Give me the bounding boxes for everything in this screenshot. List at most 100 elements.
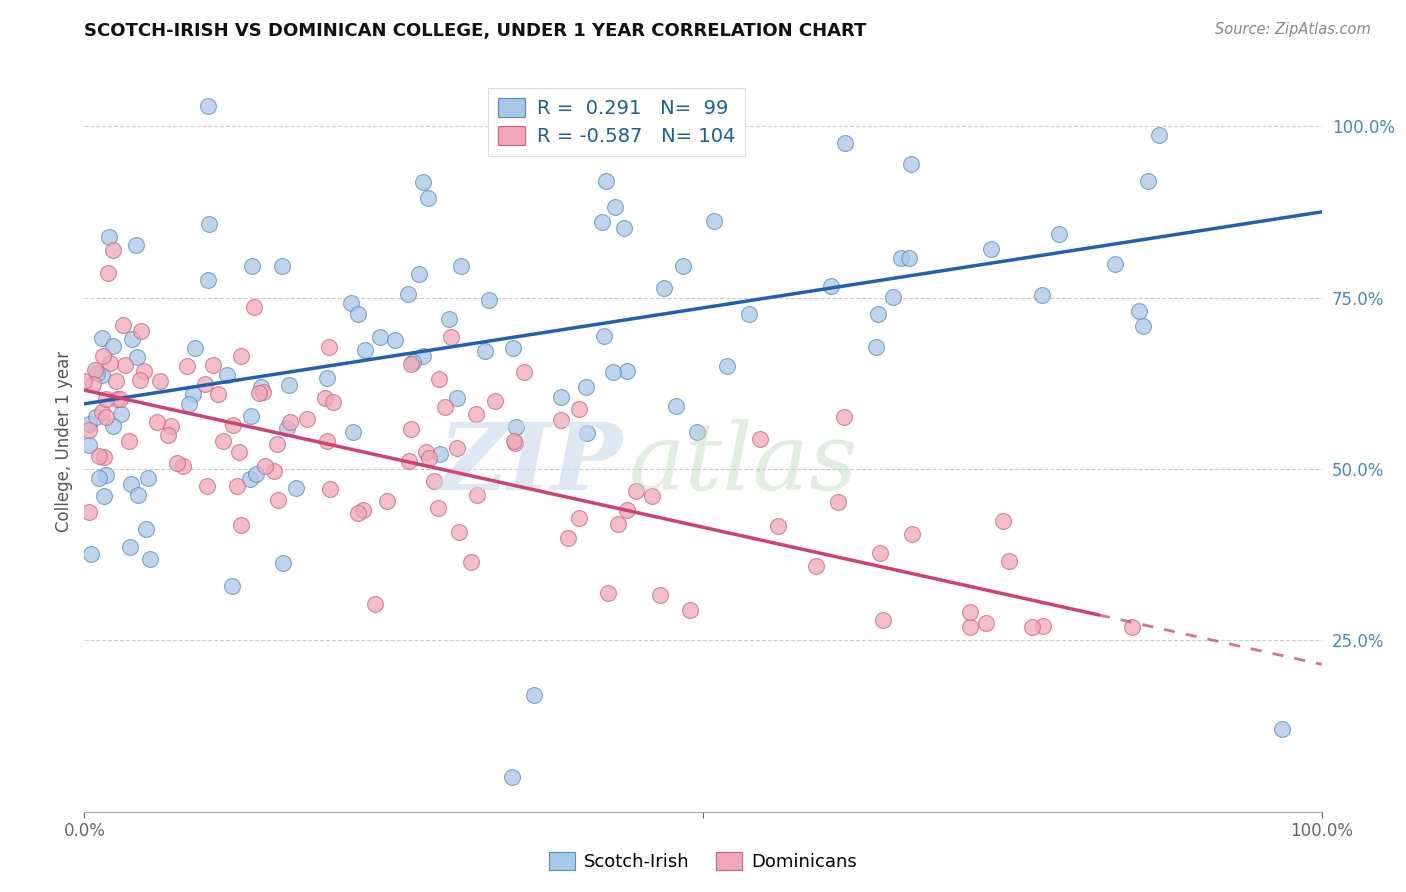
Point <box>240 259 263 273</box>
Point <box>252 385 274 400</box>
Point <box>347 506 370 520</box>
Point <box>550 413 572 427</box>
Point <box>641 489 664 503</box>
Point <box>263 464 285 478</box>
Point <box>465 488 488 502</box>
Point <box>229 517 252 532</box>
Legend: R =  0.291   N=  99, R = -0.587   N= 104: R = 0.291 N= 99, R = -0.587 N= 104 <box>488 88 745 155</box>
Point <box>832 410 855 425</box>
Point <box>243 300 266 314</box>
Point <box>568 402 591 417</box>
Point <box>86 366 108 380</box>
Point <box>648 588 671 602</box>
Point <box>1047 227 1070 242</box>
Point <box>125 238 148 252</box>
Point <box>101 339 124 353</box>
Point <box>576 426 599 441</box>
Point <box>221 579 243 593</box>
Point <box>197 98 219 112</box>
Point <box>592 329 614 343</box>
Point <box>93 450 115 464</box>
Point <box>315 371 337 385</box>
Point <box>596 586 619 600</box>
Point <box>212 434 235 449</box>
Point <box>460 556 482 570</box>
Point <box>176 359 198 374</box>
Point <box>616 503 638 517</box>
Point <box>602 365 624 379</box>
Point <box>396 286 419 301</box>
Point <box>679 603 702 617</box>
Text: Source: ZipAtlas.com: Source: ZipAtlas.com <box>1215 22 1371 37</box>
Point <box>478 293 501 307</box>
Point <box>1271 723 1294 737</box>
Point <box>346 307 368 321</box>
Point <box>139 552 162 566</box>
Point <box>613 221 636 235</box>
Point <box>959 605 981 619</box>
Point <box>87 449 110 463</box>
Point <box>179 397 201 411</box>
Point <box>998 554 1021 568</box>
Point <box>401 355 423 369</box>
Point <box>183 341 205 355</box>
Point <box>319 483 342 497</box>
Point <box>449 525 471 540</box>
Point <box>135 522 157 536</box>
Point <box>412 175 434 189</box>
Point <box>408 267 430 281</box>
Point <box>686 425 709 440</box>
Point <box>340 296 363 310</box>
Point <box>228 445 250 459</box>
Point <box>872 613 894 627</box>
Point <box>278 415 301 429</box>
Point <box>1132 318 1154 333</box>
Point <box>1021 619 1043 633</box>
Point <box>434 400 457 414</box>
Point <box>90 405 112 419</box>
Point <box>157 428 180 442</box>
Point <box>125 351 148 365</box>
Point <box>399 357 422 371</box>
Text: SCOTCH-IRISH VS DOMINICAN COLLEGE, UNDER 1 YEAR CORRELATION CHART: SCOTCH-IRISH VS DOMINICAN COLLEGE, UNDER… <box>84 22 866 40</box>
Point <box>342 425 364 439</box>
Point <box>250 379 273 393</box>
Point <box>484 394 506 409</box>
Point <box>440 330 463 344</box>
Point <box>110 407 132 421</box>
Point <box>101 418 124 433</box>
Point <box>568 511 591 525</box>
Point <box>890 252 912 266</box>
Point <box>217 368 239 382</box>
Point <box>253 458 276 473</box>
Point <box>108 392 131 406</box>
Point <box>314 391 336 405</box>
Point <box>322 395 344 409</box>
Point <box>703 214 725 228</box>
Point <box>446 441 468 455</box>
Point <box>277 378 299 392</box>
Point <box>266 437 288 451</box>
Point <box>98 356 121 370</box>
Point <box>239 409 262 423</box>
Point <box>429 447 451 461</box>
Point <box>401 422 423 436</box>
Point <box>222 417 245 432</box>
Point <box>882 290 904 304</box>
Point <box>624 484 647 499</box>
Point <box>418 450 440 465</box>
Point <box>412 349 434 363</box>
Point <box>118 541 141 555</box>
Point <box>195 479 218 493</box>
Point <box>105 392 128 407</box>
Legend: Scotch-Irish, Dominicans: Scotch-Irish, Dominicans <box>543 846 863 879</box>
Point <box>766 519 789 533</box>
Point <box>375 493 398 508</box>
Point <box>901 527 924 541</box>
Point <box>77 505 100 519</box>
Point <box>513 365 536 379</box>
Point <box>616 363 638 377</box>
Point <box>120 477 142 491</box>
Point <box>146 415 169 429</box>
Point <box>557 531 579 545</box>
